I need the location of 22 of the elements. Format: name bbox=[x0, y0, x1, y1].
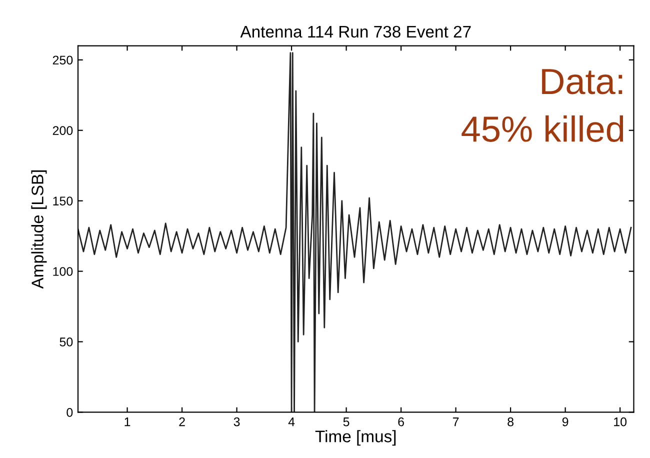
y-tick-label: 100 bbox=[53, 267, 73, 276]
y-tick-label: 250 bbox=[52, 56, 73, 65]
x-axis-title: Time [mus] bbox=[315, 430, 396, 446]
y-tick-label: 50 bbox=[60, 338, 73, 346]
x-tick-label: 2 bbox=[179, 417, 185, 426]
x-tick-label: 4 bbox=[288, 418, 295, 426]
line-series bbox=[78, 52, 632, 412]
x-tick-label: 3 bbox=[234, 417, 240, 426]
y-axis-title: Amplitude [LSB] bbox=[31, 170, 47, 289]
y-tick-label: 150 bbox=[53, 196, 73, 206]
y-tick-label: 200 bbox=[52, 126, 73, 136]
chart-title: Antenna 114 Run 738 Event 27 bbox=[240, 26, 471, 38]
x-tick-label: 6 bbox=[398, 417, 404, 426]
x-tick-label: 9 bbox=[562, 417, 568, 426]
y-tick-label: 0 bbox=[66, 408, 73, 417]
x-tick-label: 8 bbox=[508, 417, 514, 426]
annotation: Data: bbox=[542, 69, 622, 94]
annotation: 45% killed bbox=[462, 115, 624, 142]
x-tick-label: 1 bbox=[124, 418, 130, 426]
x-tick-label: 5 bbox=[343, 418, 350, 426]
x-tick-label: 7 bbox=[452, 418, 459, 426]
x-tick-label: 10 bbox=[614, 417, 627, 426]
